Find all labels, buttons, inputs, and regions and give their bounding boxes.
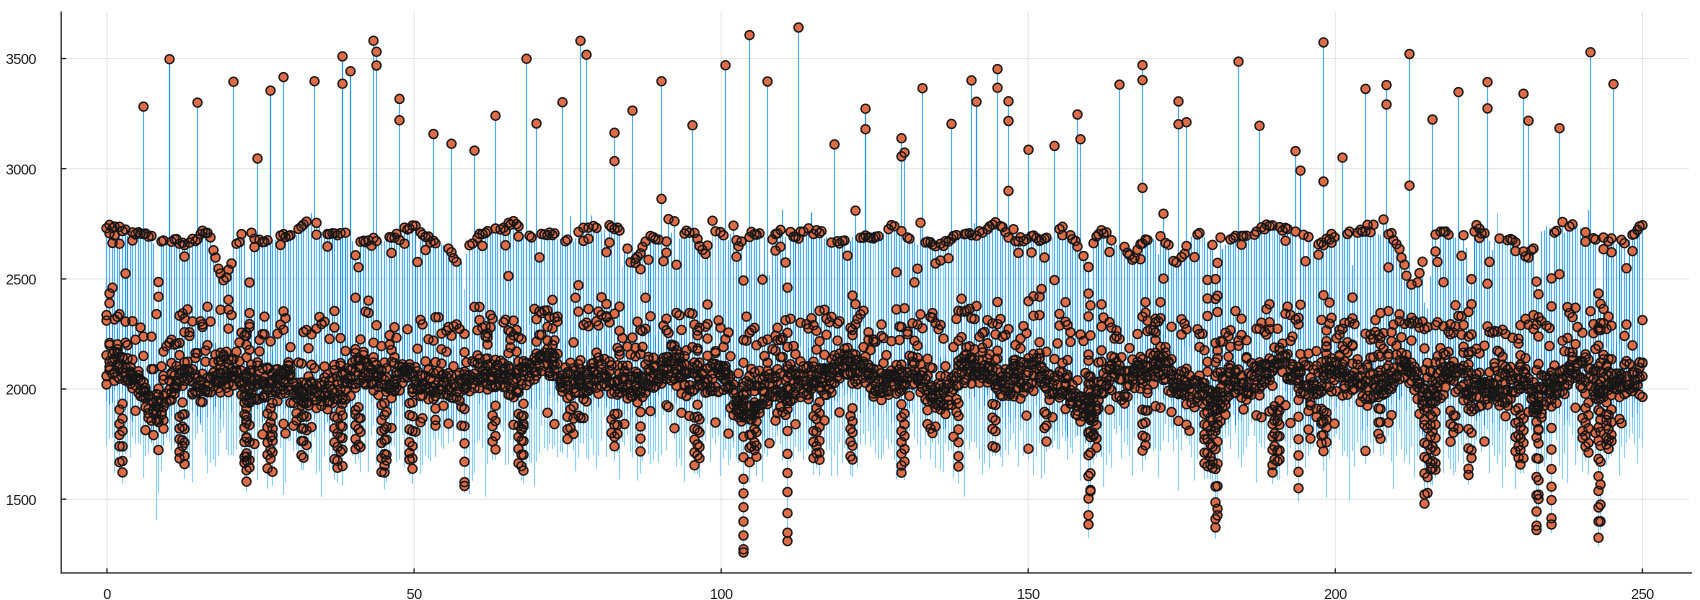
svg-text:2000: 2000 [6,383,37,399]
svg-text:2500: 2500 [6,273,37,289]
svg-text:100: 100 [710,587,733,600]
svg-text:1500: 1500 [6,493,37,509]
svg-text:3500: 3500 [6,52,37,68]
svg-text:200: 200 [1324,587,1347,600]
svg-text:0: 0 [103,587,111,600]
svg-text:150: 150 [1017,587,1040,600]
svg-text:3000: 3000 [6,162,37,178]
svg-text:50: 50 [407,587,423,600]
svg-text:250: 250 [1631,587,1654,600]
